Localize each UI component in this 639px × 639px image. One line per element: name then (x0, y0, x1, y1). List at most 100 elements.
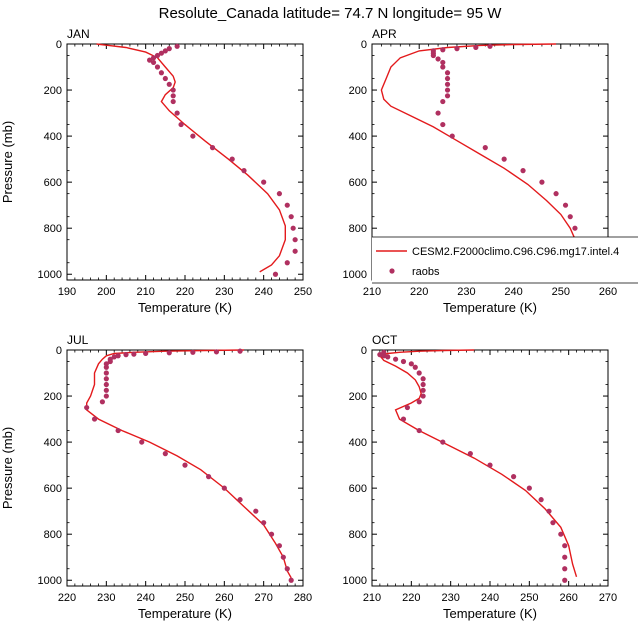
raobs-point (170, 98, 176, 105)
x-tick-label: 270 (254, 592, 272, 604)
raobs-point (261, 520, 267, 526)
raobs-point (562, 577, 568, 583)
x-tick-label: 190 (58, 286, 76, 298)
legend-raobs-label: raobs (412, 266, 440, 278)
raobs-point (147, 57, 153, 63)
raobs-point (393, 356, 399, 362)
x-tick-label: 230 (97, 592, 115, 604)
x-tick-label: 230 (215, 286, 233, 298)
raobs-point (170, 93, 176, 99)
raobs-point (111, 354, 117, 360)
raobs-point (404, 404, 410, 411)
raobs-point (276, 543, 282, 549)
raobs-point (412, 364, 418, 370)
panel-oct: OCT 210 220 230 240 250 260 270 0 200 400 600 800 100… (343, 333, 618, 621)
raobs-point (190, 349, 196, 355)
x-tick-label: 250 (552, 286, 570, 298)
raobs-point (420, 387, 426, 393)
raobs-point (284, 260, 290, 266)
y-tick-label: 600 (44, 177, 62, 189)
x-axis-label: Temperature (K) (138, 300, 232, 315)
raobs-point (473, 44, 479, 51)
raobs-point (91, 416, 98, 422)
x-tick-label: 260 (559, 592, 577, 604)
raobs-point (284, 566, 290, 572)
raobs-point (237, 348, 243, 354)
raobs-point (400, 416, 407, 422)
raobs-point (539, 179, 545, 185)
x-tick-label: 220 (176, 286, 194, 298)
raobs-point (123, 352, 129, 358)
y-tick-label: 800 (44, 529, 62, 541)
raobs-point (420, 376, 426, 382)
y-axis-label: Pressure (mb) (0, 121, 15, 203)
raobs-point (150, 59, 157, 66)
raobs-point (213, 349, 220, 355)
raobs-point (290, 225, 296, 231)
raobs-point (440, 439, 446, 445)
raobs-point (501, 156, 507, 162)
raobs-point (562, 566, 568, 572)
y-tick-label: 0 (56, 39, 62, 51)
raobs-point (444, 81, 451, 87)
y-tick-label: 800 (349, 223, 367, 235)
raobs-point (553, 191, 559, 197)
raobs-point (449, 133, 455, 139)
raobs-point (150, 55, 157, 61)
raobs-point (115, 427, 121, 434)
y-tick-label: 400 (44, 437, 62, 449)
raobs-point (206, 474, 212, 480)
raobs-point (143, 350, 149, 357)
raobs-point (158, 70, 164, 76)
raobs-point (107, 358, 113, 365)
y-tick-label: 600 (349, 483, 367, 495)
y-tick-label: 0 (56, 345, 62, 357)
panel-label: OCT (372, 333, 398, 347)
x-tick-label: 250 (176, 592, 194, 604)
x-tick-label: 240 (254, 286, 272, 298)
raobs-point (162, 75, 168, 82)
raobs-point (284, 202, 290, 208)
raobs-point (292, 237, 298, 243)
raobs-point (420, 381, 426, 388)
y-tick-label: 1000 (38, 269, 62, 281)
legend-model-label: CESM2.F2000climo.C96.C96.mg17.intel.4 (412, 246, 619, 258)
x-tick-label: 250 (294, 286, 312, 298)
raobs-point (268, 531, 275, 537)
raobs-point (562, 554, 568, 560)
plot-frame (66, 349, 304, 587)
raobs-point (454, 46, 460, 52)
y-tick-label: 200 (44, 85, 62, 97)
raobs-point (520, 168, 526, 174)
raobs-point (292, 248, 298, 254)
raobs-point (166, 46, 172, 52)
model-series-line (380, 43, 581, 270)
raobs-point (237, 497, 243, 503)
raobs-point (562, 202, 569, 208)
raobs-point (99, 399, 105, 405)
raobs-point (400, 358, 407, 365)
raobs-point (178, 121, 184, 128)
raobs-point (103, 381, 109, 388)
page-title: Resolute_Canada latitude= 74.7 N longitu… (159, 5, 503, 22)
raobs-point (190, 133, 196, 139)
raobs-point (482, 145, 488, 151)
y-tick-label: 0 (361, 345, 367, 357)
raobs-point (166, 81, 172, 87)
raobs-point (272, 271, 279, 277)
raobs-point (487, 43, 493, 49)
raobs-point (562, 543, 568, 549)
raobs-point (103, 364, 109, 370)
x-axis-label: Temperature (K) (443, 606, 537, 621)
x-tick-label: 250 (520, 592, 538, 604)
raobs-point (444, 70, 451, 76)
panel-label: JAN (67, 27, 90, 41)
panel-jan: JAN 190 200 210 220 230 240 250 0 200 400 600 800 100… (0, 27, 312, 315)
y-tick-label: 0 (361, 39, 367, 51)
x-tick-label: 240 (136, 592, 154, 604)
raobs-point (174, 43, 180, 49)
model-series-line (86, 349, 292, 579)
x-tick-label: 210 (363, 592, 381, 604)
raobs-point (154, 52, 161, 59)
x-axis-label: Temperature (K) (138, 606, 232, 621)
